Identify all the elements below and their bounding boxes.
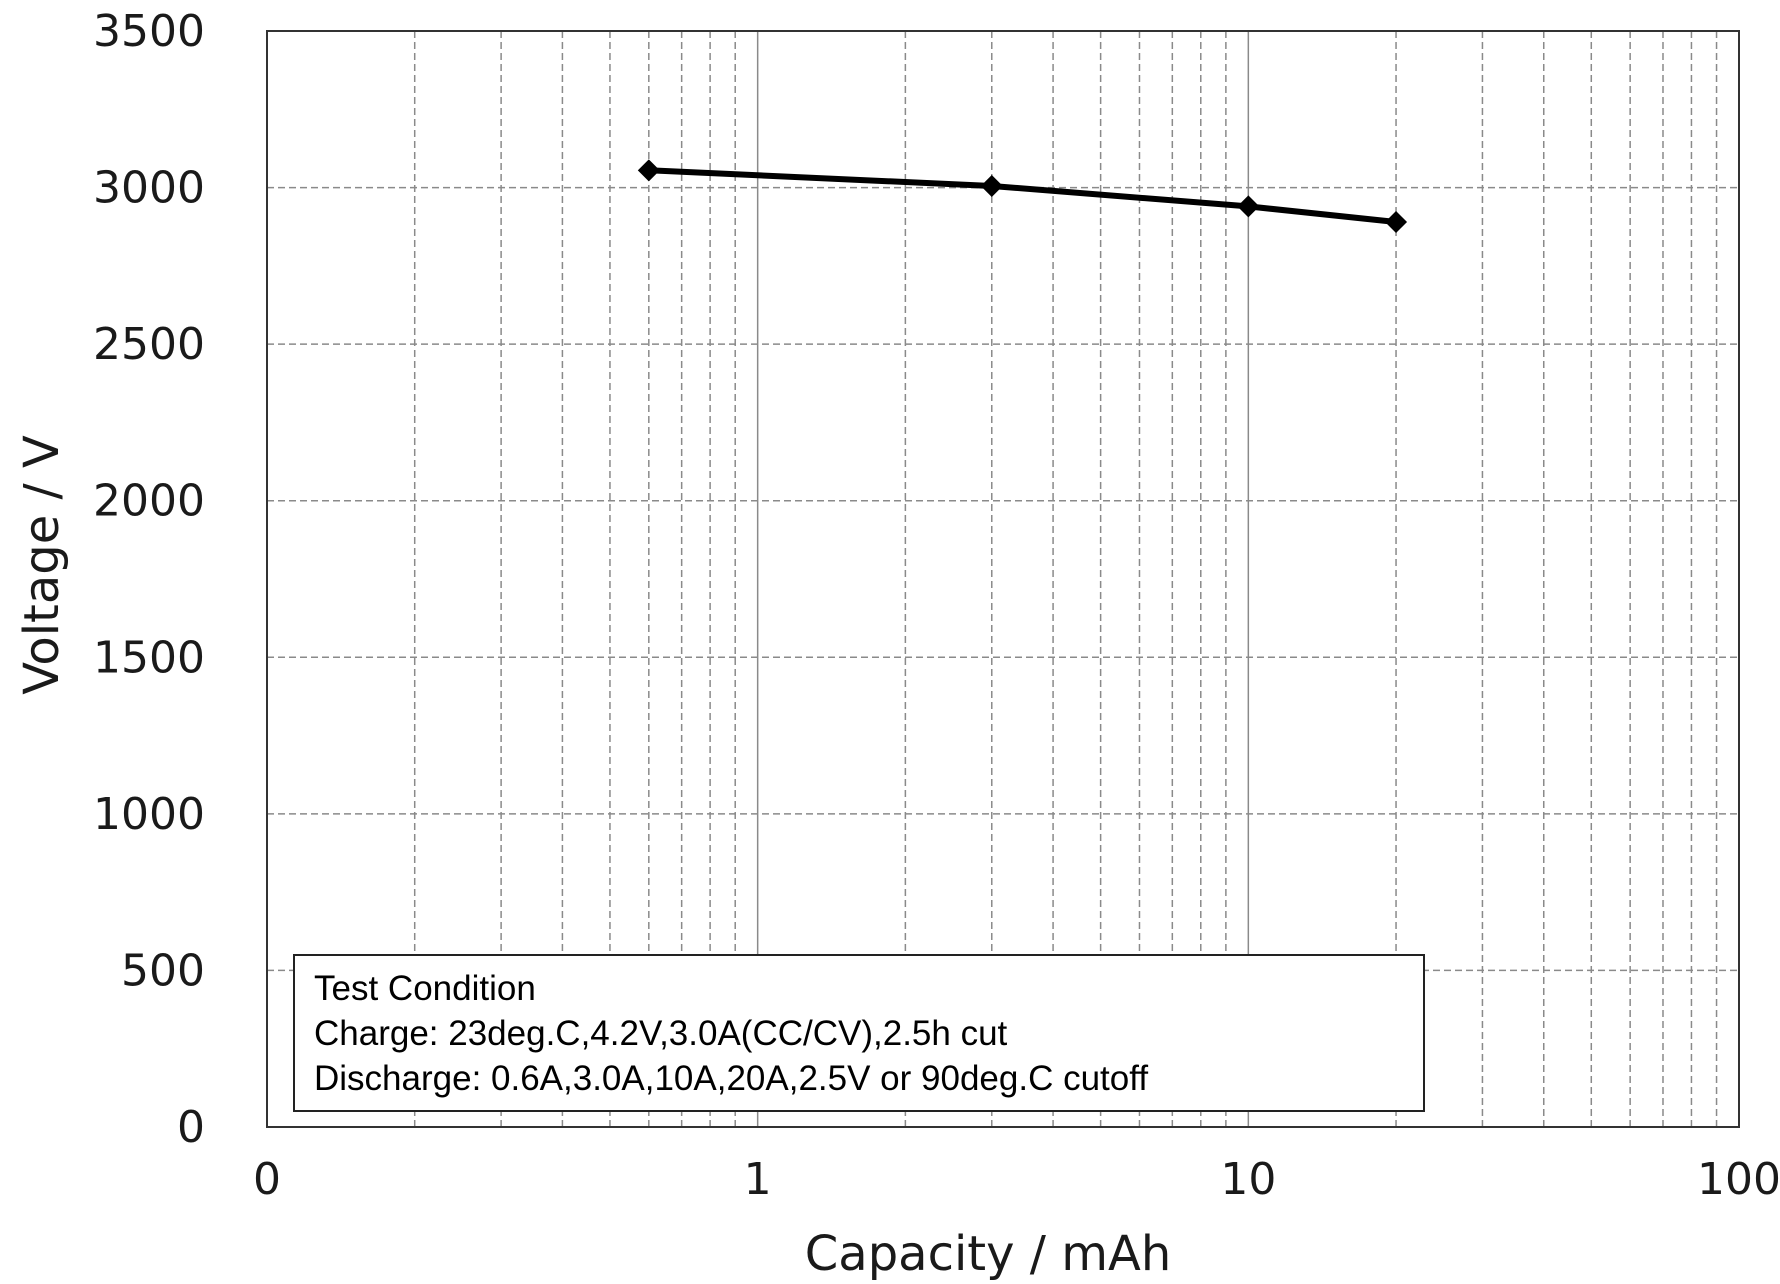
y-tick-label: 3000 [93, 163, 205, 214]
y-tick-label: 2500 [93, 319, 205, 370]
y-axis-title: Voltage / V [14, 435, 70, 695]
test-condition-discharge: Discharge: 0.6A,3.0A,10A,20A,2.5V or 90d… [314, 1059, 1148, 1098]
y-tick-label: 2000 [93, 476, 205, 527]
plot-area-frame [266, 30, 1740, 1128]
data-point-marker [980, 175, 1003, 198]
y-tick-label: 0 [177, 1102, 205, 1153]
y-tick-label: 1500 [93, 632, 205, 683]
tick-labels: 0 500 1000 1500 2000 2500 3000 3500 0 1 10 100 [93, 6, 1780, 1205]
test-condition-charge: Charge: 23deg.C,4.2V,3.0A(CC/CV),2.5h cu… [314, 1014, 1008, 1053]
test-condition-box: Test Condition Charge: 23deg.C,4.2V,3.0A… [293, 954, 1425, 1112]
series-line [648, 167, 1397, 225]
test-condition-frame [293, 954, 1425, 1112]
y-tick-label: 1000 [93, 789, 205, 840]
x-tick-label: 100 [1697, 1154, 1780, 1205]
y-tick-label: 500 [121, 945, 205, 996]
data-series [637, 159, 1408, 234]
data-point-marker [1237, 195, 1260, 218]
grid [267, 31, 1739, 1127]
x-tick-label: 10 [1220, 1154, 1276, 1205]
data-point-marker [637, 159, 660, 182]
x-axis-title: Capacity / mAh [805, 1226, 1171, 1282]
test-condition-title: Test Condition [314, 969, 536, 1008]
y-tick-label: 3500 [93, 6, 205, 57]
x-tick-label: 1 [744, 1154, 772, 1205]
data-point-marker [1385, 211, 1408, 234]
x-tick-label: 0 [253, 1154, 281, 1205]
